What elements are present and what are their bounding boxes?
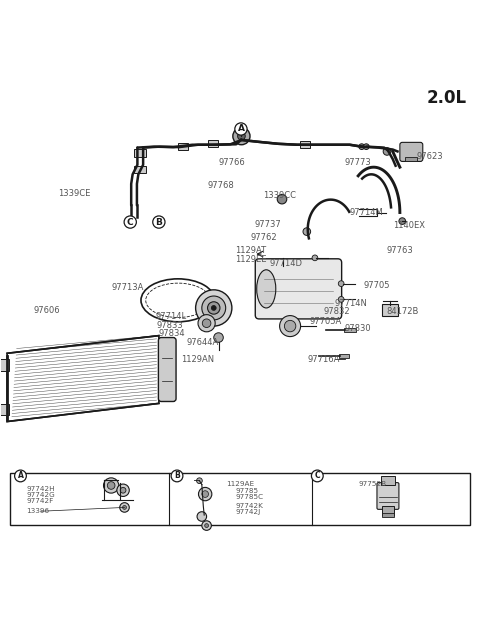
Text: 97763: 97763 xyxy=(387,246,414,255)
Bar xyxy=(339,354,349,358)
Circle shape xyxy=(233,128,250,145)
Circle shape xyxy=(199,488,212,501)
Circle shape xyxy=(211,305,216,311)
Text: 97714N: 97714N xyxy=(335,298,367,308)
Circle shape xyxy=(202,491,208,497)
Ellipse shape xyxy=(257,270,276,308)
Circle shape xyxy=(197,512,206,521)
Circle shape xyxy=(104,478,119,493)
Text: 13396: 13396 xyxy=(26,508,49,514)
Bar xyxy=(207,140,218,147)
Bar xyxy=(134,149,145,157)
Text: 1129EE: 1129EE xyxy=(235,255,267,264)
FancyBboxPatch shape xyxy=(158,338,176,401)
Circle shape xyxy=(120,503,129,512)
Bar xyxy=(134,166,145,173)
Text: 97752B: 97752B xyxy=(359,481,386,486)
Circle shape xyxy=(214,333,223,342)
Text: 1140EX: 1140EX xyxy=(393,221,425,230)
Bar xyxy=(0,359,9,371)
Text: 97785C: 97785C xyxy=(235,495,264,500)
Text: A: A xyxy=(238,124,244,133)
Text: 97742G: 97742G xyxy=(26,492,55,498)
Text: 97768: 97768 xyxy=(207,181,234,190)
Circle shape xyxy=(277,194,287,204)
Text: C: C xyxy=(127,218,133,227)
Text: 97742K: 97742K xyxy=(235,502,263,509)
Text: 97766: 97766 xyxy=(218,158,245,168)
Circle shape xyxy=(280,265,286,271)
Text: 97623: 97623 xyxy=(417,152,443,161)
Circle shape xyxy=(202,296,226,320)
Text: 97705: 97705 xyxy=(363,281,390,290)
Circle shape xyxy=(338,281,344,286)
Text: 97742H: 97742H xyxy=(26,486,55,492)
Text: 97762: 97762 xyxy=(251,233,277,242)
Circle shape xyxy=(284,321,296,332)
Text: 97834: 97834 xyxy=(159,329,185,338)
Text: 97785: 97785 xyxy=(235,488,258,494)
Text: 97742J: 97742J xyxy=(235,509,261,515)
Text: 97714D: 97714D xyxy=(270,258,302,267)
Text: B: B xyxy=(174,471,180,481)
Text: 97830: 97830 xyxy=(344,324,371,333)
Text: A: A xyxy=(18,471,24,481)
FancyBboxPatch shape xyxy=(377,483,399,509)
Bar xyxy=(405,157,417,161)
Text: 1339CE: 1339CE xyxy=(58,189,90,198)
Text: 97713A: 97713A xyxy=(111,283,144,292)
Text: 84172B: 84172B xyxy=(386,307,419,316)
Text: 97737: 97737 xyxy=(254,220,281,229)
Text: 1339CC: 1339CC xyxy=(263,191,296,200)
Circle shape xyxy=(108,482,115,490)
Text: 97742F: 97742F xyxy=(26,498,53,504)
Circle shape xyxy=(312,255,318,261)
Text: 97714L: 97714L xyxy=(155,312,186,321)
Circle shape xyxy=(383,147,391,155)
FancyBboxPatch shape xyxy=(382,512,394,517)
Text: 97705A: 97705A xyxy=(310,317,342,326)
Circle shape xyxy=(399,218,406,224)
Text: 2.0L: 2.0L xyxy=(427,90,467,107)
Circle shape xyxy=(120,488,126,493)
Circle shape xyxy=(238,132,245,140)
Circle shape xyxy=(122,505,126,509)
Bar xyxy=(0,404,9,415)
Circle shape xyxy=(204,524,208,528)
Circle shape xyxy=(363,144,369,149)
Circle shape xyxy=(202,521,211,530)
Text: B: B xyxy=(156,218,162,227)
Circle shape xyxy=(117,484,129,497)
Text: 97644A: 97644A xyxy=(187,338,219,347)
Text: 97714M: 97714M xyxy=(350,208,384,217)
Text: C: C xyxy=(314,471,320,481)
Polygon shape xyxy=(7,336,159,422)
Text: 1129AE: 1129AE xyxy=(227,481,255,486)
FancyBboxPatch shape xyxy=(400,142,423,161)
Text: 1129AT: 1129AT xyxy=(235,246,266,255)
Circle shape xyxy=(202,319,211,328)
Circle shape xyxy=(303,228,311,236)
Text: 97832: 97832 xyxy=(324,307,350,316)
Text: 97773: 97773 xyxy=(345,158,372,167)
FancyBboxPatch shape xyxy=(382,507,394,514)
Circle shape xyxy=(338,297,344,302)
FancyBboxPatch shape xyxy=(255,259,342,319)
FancyBboxPatch shape xyxy=(382,304,398,316)
Bar xyxy=(300,141,310,147)
Text: 97833: 97833 xyxy=(157,321,184,330)
Text: 97716A: 97716A xyxy=(308,355,340,364)
Circle shape xyxy=(198,314,215,332)
Circle shape xyxy=(280,316,300,337)
Circle shape xyxy=(359,144,364,149)
Text: 1129AN: 1129AN xyxy=(181,355,214,364)
Circle shape xyxy=(207,302,220,314)
Bar xyxy=(10,472,470,525)
Bar xyxy=(344,328,356,332)
Circle shape xyxy=(197,478,202,484)
Circle shape xyxy=(196,290,232,326)
FancyBboxPatch shape xyxy=(381,476,395,485)
Text: 97606: 97606 xyxy=(34,306,60,315)
Bar xyxy=(178,143,189,149)
